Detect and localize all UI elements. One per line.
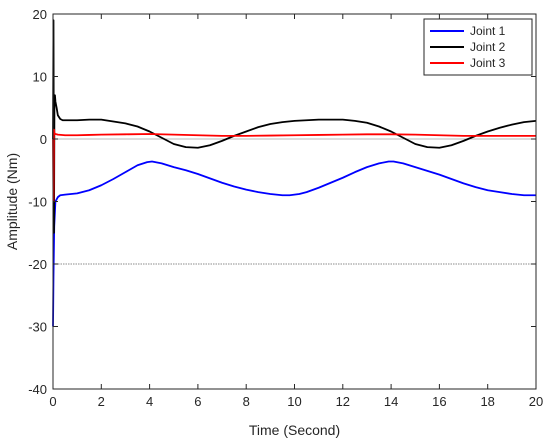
- series-line-joint-3: [52, 128, 536, 203]
- legend-label-joint-1: Joint 1: [470, 24, 506, 38]
- y-tick-label: -30: [28, 320, 47, 335]
- x-tick-label: 8: [243, 394, 250, 409]
- series-line-joint-2: [52, 19, 537, 234]
- y-axis-label: Amplitude (Nm): [4, 153, 20, 250]
- x-axis-label: Time (Second): [249, 422, 340, 438]
- y-tick-label: 0: [40, 132, 47, 147]
- x-tick-label: 16: [432, 394, 446, 409]
- x-tick-label: 18: [480, 394, 494, 409]
- x-tick-label: 6: [194, 394, 201, 409]
- x-tick-label: 14: [384, 394, 398, 409]
- y-tick-label: -20: [28, 257, 47, 272]
- x-tick-label: 20: [529, 394, 543, 409]
- x-tick-label: 12: [336, 394, 350, 409]
- y-tick-label: -40: [28, 382, 47, 397]
- tick-layer: 0 2 4 6 8 10 12 14 16 18 20 -40 -30 -20 -10 0 10 20: [28, 7, 543, 409]
- legend-label-joint-3: Joint 3: [470, 56, 506, 70]
- x-tick-label: 0: [49, 394, 56, 409]
- x-tick-label: 10: [287, 394, 301, 409]
- legend-label-joint-2: Joint 2: [470, 40, 506, 54]
- y-tick-label: 10: [33, 70, 47, 85]
- x-tick-label: 4: [146, 394, 153, 409]
- y-tick-label: -10: [28, 195, 47, 210]
- plot-background: [53, 14, 536, 389]
- series-line-joint-1: [52, 160, 536, 327]
- x-tick-label: 2: [98, 394, 105, 409]
- plot-area: [53, 14, 536, 389]
- y-tick-label: 20: [33, 7, 47, 22]
- legend: Joint 1 Joint 2 Joint 3: [423, 18, 533, 76]
